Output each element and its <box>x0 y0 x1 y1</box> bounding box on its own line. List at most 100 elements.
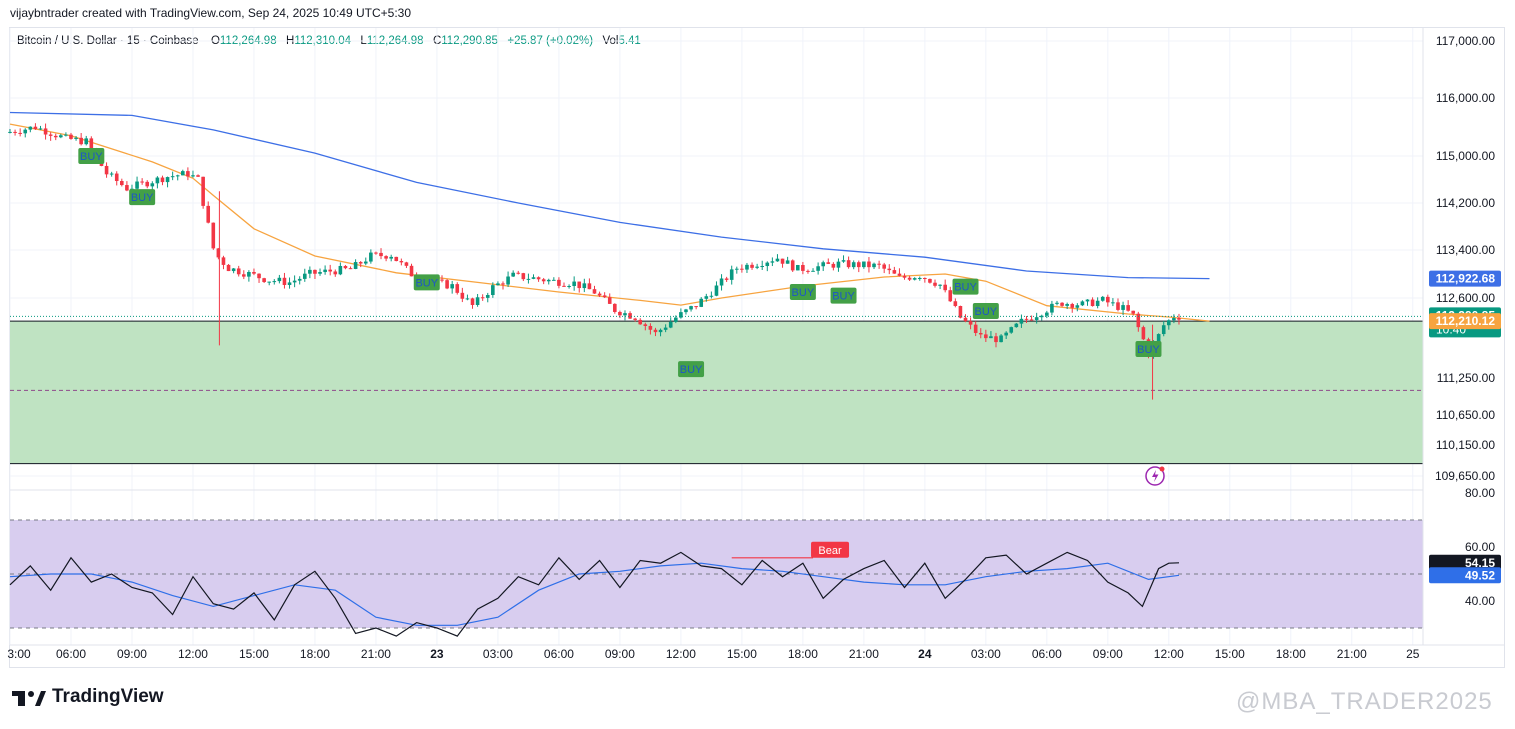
candle-body <box>1100 296 1105 301</box>
buy-signal[interactable]: BUY <box>789 284 816 300</box>
candle-body <box>374 252 378 254</box>
candle-body <box>892 270 897 274</box>
candle-body <box>104 165 109 175</box>
candle-body <box>277 277 282 282</box>
candle-body <box>1161 325 1166 335</box>
candle-body <box>1090 299 1095 307</box>
candle-body <box>206 205 211 223</box>
buy-signal[interactable]: BUY <box>78 148 105 164</box>
candle-body <box>912 278 917 280</box>
rsi-axis-tag <box>1429 554 1501 571</box>
candle-body <box>1075 305 1080 308</box>
candle-body <box>338 265 343 275</box>
candle-body <box>592 289 597 294</box>
candle-body <box>302 273 307 279</box>
x-tick-label: 23 <box>430 647 444 661</box>
candle-body <box>948 290 953 302</box>
candle-body <box>1050 303 1054 313</box>
candle-body <box>734 268 739 270</box>
y-tick-label: 115,000.00 <box>1436 149 1495 163</box>
candle-body <box>862 261 866 268</box>
candle-body <box>1126 305 1130 311</box>
tradingview-logo[interactable]: TradingView <box>12 686 164 708</box>
rsi-axis-tag <box>1429 567 1501 584</box>
candle-body <box>867 261 871 268</box>
candle-body <box>973 324 978 333</box>
candle-body <box>613 303 617 312</box>
buy-signal[interactable]: BUY <box>1135 340 1162 357</box>
buy-signal[interactable]: BUY <box>952 278 979 295</box>
candle-body <box>1141 327 1146 340</box>
candle-body <box>623 313 627 316</box>
x-tick-label: 15:00 <box>727 647 757 661</box>
x-tick-label: 12:00 <box>666 647 696 661</box>
watermark-text: @MBA_TRADER2025 <box>1236 688 1493 715</box>
candle-body <box>521 273 526 280</box>
candle-body <box>1131 310 1136 314</box>
candle-body <box>53 135 58 138</box>
buy-signal[interactable]: BUY <box>678 361 705 378</box>
candle-body <box>226 264 231 272</box>
x-tick-label: 21:00 <box>849 647 879 661</box>
candle-body <box>836 261 841 268</box>
candle-body <box>831 263 836 268</box>
candle-body <box>1039 315 1044 318</box>
candle-body <box>765 262 770 267</box>
candle-body <box>353 262 358 269</box>
candle-body <box>465 298 470 300</box>
candle-body <box>633 318 637 320</box>
candle-body <box>1167 320 1171 326</box>
candle-body <box>1029 319 1034 321</box>
candle-body <box>404 262 409 266</box>
candle-body <box>114 173 119 182</box>
x-tick-label: 12:00 <box>1154 647 1184 661</box>
ma-slow-line <box>9 111 1210 280</box>
buy-signal[interactable]: BUY <box>413 274 440 291</box>
candle-body <box>501 283 505 285</box>
buy-signal[interactable]: BUY <box>972 303 999 320</box>
candle-body <box>1095 300 1100 307</box>
candle-body <box>440 279 444 281</box>
candle-body <box>496 283 500 286</box>
candle-body <box>638 319 643 325</box>
candle-body <box>531 277 536 279</box>
candle-body <box>567 286 571 288</box>
candle-body <box>84 138 89 145</box>
candle-body <box>1045 312 1049 316</box>
candle-body <box>1060 302 1064 306</box>
candle-body <box>1004 332 1008 336</box>
candle-body <box>801 265 805 271</box>
candle-body <box>978 332 983 335</box>
rsi-ma-line <box>9 562 1180 626</box>
buy-signal-label: BUY <box>975 306 998 318</box>
candle-body <box>887 268 892 271</box>
candle-body <box>1070 304 1075 308</box>
buy-signal[interactable]: BUY <box>129 189 156 206</box>
candle-body <box>958 306 963 318</box>
bear-label-text: Bear <box>818 545 842 557</box>
candle-body <box>917 277 922 279</box>
candle-body <box>363 261 368 264</box>
candle-body <box>1177 318 1181 320</box>
candle-body <box>714 285 719 296</box>
candle-body <box>181 171 185 176</box>
candle-body <box>323 269 327 273</box>
price-axis-tag-text: 112,210.12 <box>1436 314 1496 328</box>
candle-body <box>907 277 912 280</box>
candle-body <box>552 279 556 281</box>
candle-body <box>369 252 373 262</box>
candle-body <box>938 284 942 286</box>
candle-body <box>267 281 272 283</box>
x-tick-label: 21:00 <box>361 647 391 661</box>
candle-body <box>607 297 612 304</box>
y-tick-label: 114,200.00 <box>1436 196 1495 210</box>
alert-icon[interactable] <box>1145 466 1165 486</box>
candle-body <box>694 306 698 308</box>
axes: 3:00 06:00 09:00 12:00 15:00 18:00 21:00 23 03:0… <box>7 28 1505 661</box>
candle-body <box>328 269 332 272</box>
candle-body <box>770 261 775 263</box>
ma-fast-line <box>9 123 1210 322</box>
buy-signal-label: BUY <box>680 364 703 376</box>
buy-signal[interactable]: BUY <box>830 287 857 304</box>
